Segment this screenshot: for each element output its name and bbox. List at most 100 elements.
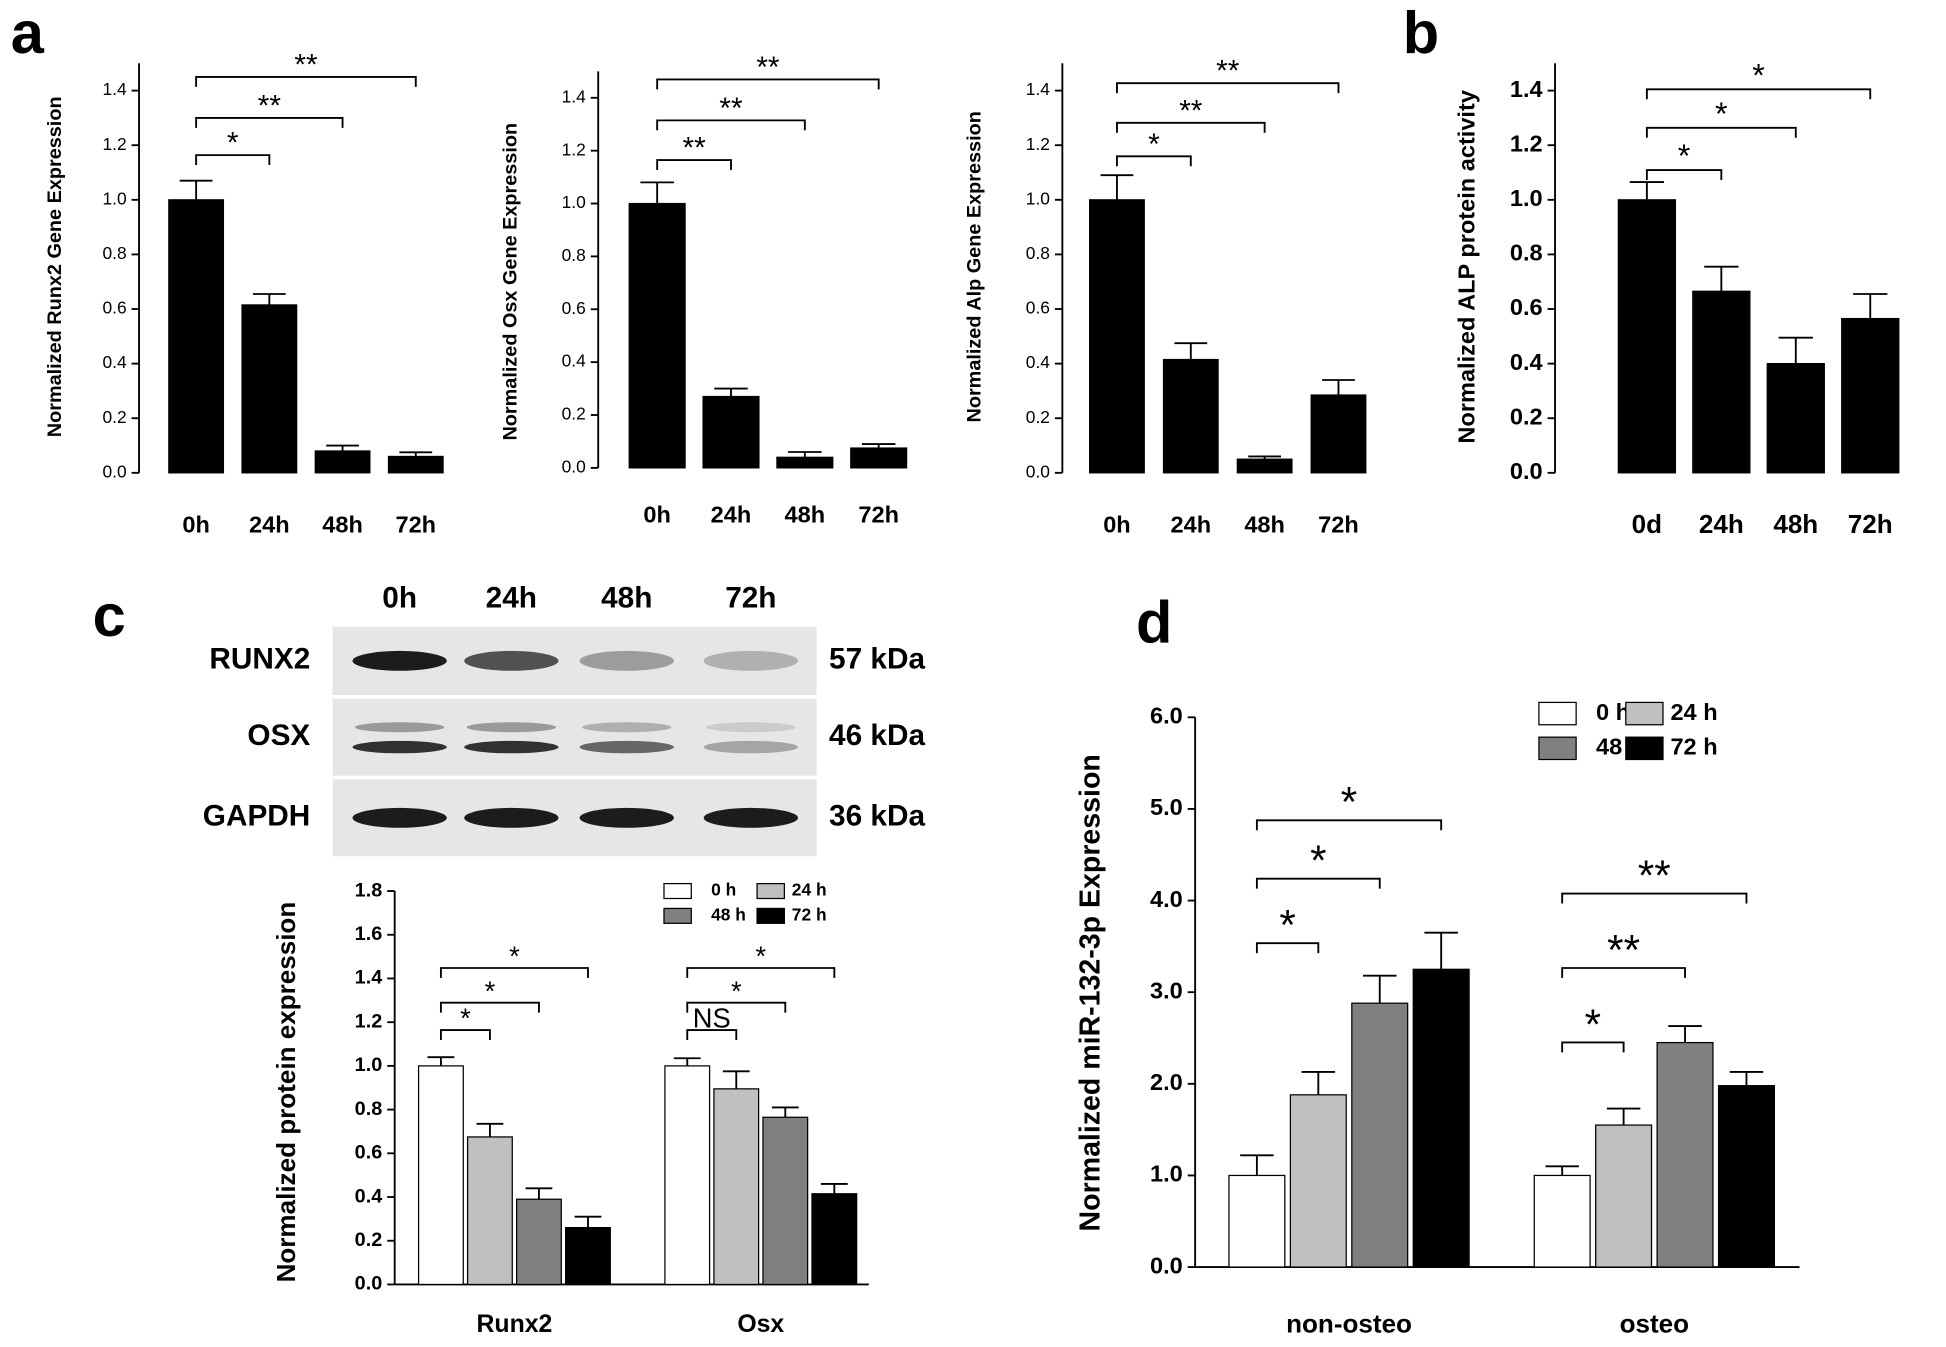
bar: [1595, 1124, 1653, 1268]
significance-label: **: [1638, 852, 1671, 899]
bar: [1717, 1085, 1776, 1268]
y-tick-label: 1.0: [1510, 185, 1543, 211]
y-tick-label: 1.2: [562, 139, 586, 159]
legend-label: 0 h: [711, 880, 736, 900]
blot-band: [464, 740, 559, 754]
blot-band: [579, 650, 674, 671]
blot-size-label: 36 kDa: [829, 800, 925, 833]
blot-band: [706, 722, 796, 733]
blot-band: [579, 807, 674, 828]
bar: [241, 304, 298, 474]
bar: [1841, 317, 1900, 474]
significance-label: *: [1279, 902, 1295, 949]
bar: [1351, 1002, 1409, 1268]
significance-bracket: [195, 116, 344, 128]
bar: [713, 1088, 760, 1286]
y-tick-label: 0.0: [355, 1273, 383, 1295]
bar: [776, 456, 834, 469]
significance-label: **: [756, 51, 780, 84]
x-tick-label: 24h: [1170, 511, 1211, 537]
legend-swatch: [1625, 736, 1664, 761]
bar: [1236, 458, 1293, 474]
bar: [850, 447, 908, 469]
blot-band: [352, 740, 447, 754]
y-tick-label: 0.2: [102, 407, 126, 427]
y-tick-label: 0.2: [1026, 407, 1050, 427]
significance-label: **: [1216, 55, 1240, 88]
y-tick-label: 1.4: [1510, 76, 1543, 102]
significance-label: *: [1148, 128, 1160, 161]
significance-bracket: [1116, 155, 1192, 167]
y-tick-label: 1.4: [1026, 79, 1050, 99]
significance-label: *: [485, 975, 496, 1006]
bar: [664, 1065, 711, 1286]
y-tick-label: 0.6: [1026, 298, 1050, 318]
bar: [1692, 290, 1751, 474]
blot-band: [466, 722, 557, 733]
significance-label: **: [1607, 926, 1640, 973]
significance-label: *: [460, 1003, 471, 1034]
y-tick-label: 0.4: [1026, 352, 1050, 372]
y-axis-label: Normalized miR-132-3p Expression: [1075, 754, 1107, 1231]
legend-label: 48 h: [711, 904, 746, 924]
significance-label: NS: [693, 1003, 731, 1034]
blot-band: [352, 650, 447, 671]
bar: [1162, 358, 1219, 474]
y-tick-label: 1.4: [355, 967, 383, 989]
y-tick-label: 1.2: [355, 1010, 383, 1032]
significance-label: *: [227, 127, 239, 160]
bar: [1533, 1174, 1591, 1268]
y-tick-label: 1.4: [102, 79, 126, 99]
significance-bracket: [1645, 169, 1723, 180]
blot-lane-label: 48h: [601, 581, 652, 614]
y-tick-label: 0.4: [1510, 349, 1543, 375]
blot-panel: [332, 698, 817, 776]
blot-row-label: GAPDH: [203, 800, 311, 833]
bar: [1089, 199, 1145, 474]
significance-bracket: [195, 76, 417, 87]
significance-bracket: [1561, 1041, 1625, 1053]
significance-label: **: [258, 89, 282, 122]
blot-size-label: 46 kDa: [829, 719, 925, 752]
blot-band: [579, 740, 674, 754]
blot-band: [703, 807, 799, 828]
y-tick-label: 1.0: [102, 188, 126, 208]
x-tick-label: osteo: [1620, 1308, 1689, 1338]
significance-bracket: [1255, 819, 1443, 831]
significance-bracket: [1561, 967, 1686, 978]
y-tick-label: 0.2: [355, 1229, 383, 1251]
bar: [1228, 1174, 1286, 1268]
significance-bracket: [1645, 88, 1872, 100]
bar: [387, 455, 444, 474]
x-tick-label: 24h: [1699, 509, 1744, 539]
x-tick-label: 48h: [785, 501, 826, 527]
y-tick-label: 1.0: [562, 192, 586, 212]
significance-label: *: [1752, 58, 1765, 94]
panel-label: a: [11, 0, 45, 66]
blot-band: [354, 722, 445, 733]
y-tick-label: 0.2: [562, 404, 586, 424]
significance-label: *: [509, 941, 520, 972]
y-tick-label: 0.6: [102, 298, 126, 318]
significance-label: *: [1310, 837, 1326, 884]
bar: [466, 1136, 513, 1286]
significance-bracket: [195, 154, 271, 166]
legend-swatch: [1538, 736, 1577, 761]
x-tick-label: Osx: [737, 1311, 784, 1338]
legend-label: 24 h: [1670, 699, 1717, 725]
legend-swatch: [756, 882, 785, 900]
x-tick-label: 72h: [1318, 511, 1359, 537]
significance-bracket: [439, 1029, 491, 1040]
significance-label: *: [1678, 138, 1691, 174]
bar: [1310, 394, 1367, 474]
x-tick-label: 72h: [395, 511, 436, 537]
y-tick-label: 0.4: [562, 351, 586, 371]
blot-band: [703, 650, 799, 671]
blot-size-label: 57 kDa: [829, 643, 925, 676]
legend-label: 72 h: [792, 904, 827, 924]
blot-lane-label: 0h: [382, 581, 417, 614]
x-tick-label: Runx2: [477, 1311, 553, 1338]
panel-label: b: [1403, 0, 1439, 66]
y-tick-label: 1.0: [1150, 1161, 1183, 1187]
